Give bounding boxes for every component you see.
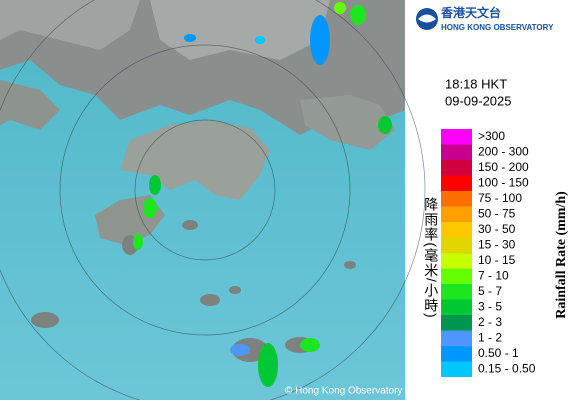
- legend-label: 5 - 7: [478, 284, 502, 298]
- legend-label: 30 - 50: [478, 222, 516, 236]
- legend-swatch: [441, 175, 472, 191]
- legend-label: 1 - 2: [478, 330, 502, 344]
- legend-swatch: [441, 299, 472, 315]
- logo-chinese: 香港天文台: [440, 5, 501, 20]
- map: © Hong Kong Observatory: [0, 0, 426, 405]
- time: 18:18 HKT: [445, 76, 507, 91]
- legend-swatch: [441, 284, 472, 300]
- legend-swatch: [441, 361, 472, 377]
- legend-swatch: [441, 346, 472, 362]
- legend-label: 2 - 3: [478, 315, 502, 329]
- legend-label: 15 - 30: [478, 237, 516, 251]
- legend-title-english: Rainfall Rate (mm/h): [554, 191, 569, 319]
- land-west: [0, 80, 60, 130]
- copyright: © Hong Kong Observatory: [285, 386, 402, 397]
- legend-swatch: [441, 160, 472, 176]
- legend-label: 100 - 150: [478, 175, 529, 189]
- logo-emblem-mark: [418, 14, 436, 23]
- logo: 香港天文台 HONG KONG OBSERVATORY: [416, 5, 554, 32]
- legend-swatch: [441, 144, 472, 160]
- range-rings: [0, 0, 426, 405]
- legend-label: 150 - 200: [478, 160, 529, 174]
- legend-label: >300: [478, 129, 505, 143]
- legend-swatch: [441, 191, 472, 207]
- legend-label: 10 - 15: [478, 253, 516, 267]
- legend-swatch: [441, 330, 472, 346]
- legend-label: 3 - 5: [478, 299, 502, 313]
- land-texture: [0, 0, 140, 50]
- legend-swatch: [441, 237, 472, 253]
- legend-label: 0.50 - 1: [478, 346, 519, 360]
- logo-english: HONG KONG OBSERVATORY: [441, 23, 554, 32]
- legend-label: 75 - 100: [478, 191, 522, 205]
- legend-title-chinese: 降雨率(毫米/小時): [423, 197, 439, 318]
- legend-swatch: [441, 129, 472, 145]
- legend-swatch: [441, 222, 472, 238]
- legend-swatch: [441, 315, 472, 331]
- legend-swatch: [441, 206, 472, 222]
- legend-label: 200 - 300: [478, 144, 529, 158]
- date: 09-09-2025: [445, 93, 512, 108]
- legend-label: 50 - 75: [478, 206, 516, 220]
- land-east: [300, 95, 395, 150]
- radar-echoes: [133, 2, 392, 387]
- legend-label: 7 - 10: [478, 268, 509, 282]
- legend-swatch: [441, 268, 472, 284]
- legend-swatch: [441, 253, 472, 269]
- legend-label: 0.15 - 0.50: [478, 361, 536, 375]
